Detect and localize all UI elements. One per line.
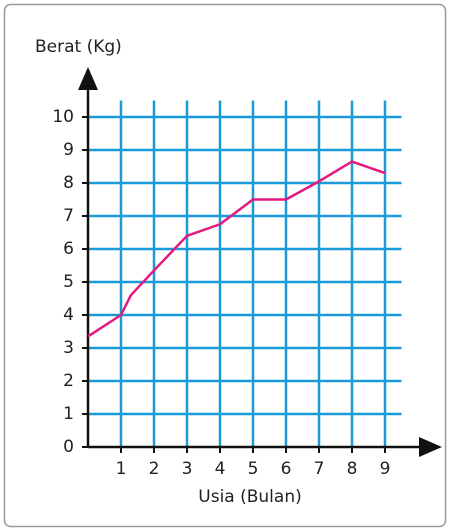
x-tick-label: 2 [149, 459, 160, 479]
y-tick-label: 4 [63, 305, 74, 325]
frame [3, 3, 447, 528]
y-arrow [78, 67, 98, 90]
y-tick-label: 9 [63, 140, 74, 160]
y-tick-label: 7 [63, 206, 74, 226]
y-tick-label: 0 [63, 437, 74, 457]
data-line [87, 160, 386, 338]
y-tick-label: 10 [52, 107, 74, 127]
x-tick-label: 9 [380, 459, 391, 479]
y-tick-label: 1 [63, 404, 74, 424]
x-axis-label: Usia (Bulan) [198, 487, 301, 507]
y-tick-label: 5 [63, 272, 74, 292]
y-tick-label: 6 [63, 239, 74, 259]
y-tick-label: 8 [63, 173, 74, 193]
y-tick-label: 2 [63, 371, 74, 391]
x-tick-label: 7 [314, 459, 325, 479]
x-tick-label: 3 [182, 459, 193, 479]
y-tick-label: 3 [63, 338, 74, 358]
x-tick-label: 1 [116, 459, 127, 479]
y-axis-label: Berat (Kg) [35, 37, 122, 57]
x-tick-label: 4 [215, 459, 226, 479]
axes [78, 67, 442, 457]
x-tick-label: 5 [248, 459, 259, 479]
x-tick-label: 6 [281, 459, 292, 479]
grid [88, 100, 402, 447]
x-arrow [419, 437, 442, 457]
x-tick-label: 8 [347, 459, 358, 479]
